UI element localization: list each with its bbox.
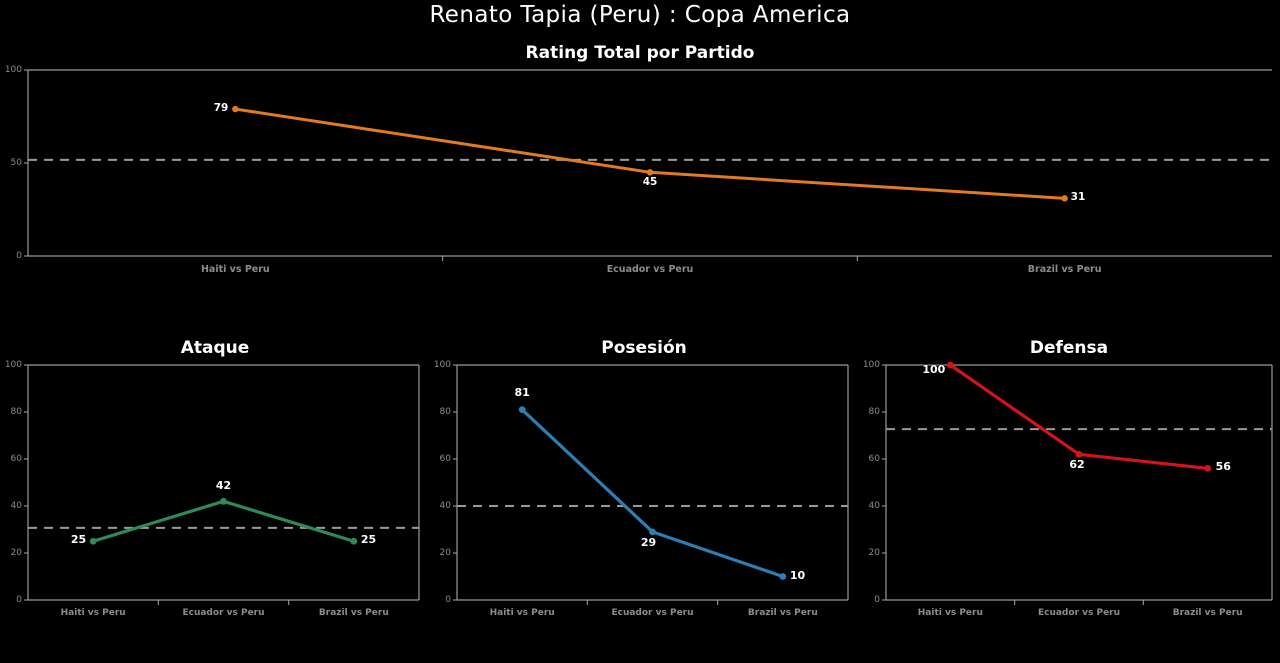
y-axis-tick-label: 80 [439, 407, 451, 417]
x-axis-tick-label: Brazil vs Peru [1172, 608, 1243, 618]
chart-rating-total: 0 50 100 Haiti vs Peru Ecuador vs Peru Brazil… [0, 60, 1280, 275]
data-point-value-label: 29 [640, 535, 657, 549]
chart-posesion-title: Posesión [601, 338, 687, 358]
y-axis-tick-label: 100 [433, 360, 451, 370]
y-axis-tick-label: 40 [439, 501, 451, 511]
data-point-marker[interactable] [89, 537, 97, 545]
data-point-marker[interactable] [518, 406, 526, 414]
x-axis-tick-label: Haiti vs Peru [489, 608, 555, 618]
chart-canvas-posesion [453, 364, 849, 605]
x-axis-tick-label: Ecuador vs Peru [1037, 608, 1121, 618]
y-axis-tick-label: 50 [10, 158, 22, 168]
y-axis-tick-label: 100 [4, 360, 22, 370]
chart-defensa: Defensa 0 20 40 60 80 100 Haiti vs Peru Ecuador… [858, 332, 1280, 622]
y-axis-tick-label: 60 [439, 454, 451, 464]
y-axis-tick-label: 20 [868, 548, 880, 558]
data-point-value-label: 42 [215, 479, 232, 493]
x-axis-tick-label: Brazil vs Peru [318, 608, 389, 618]
y-axis-tick-label: 80 [10, 407, 22, 417]
data-point-value-label: 56 [1215, 460, 1231, 474]
data-point-value-label: 62 [1069, 458, 1085, 472]
y-axis-tick-label: 100 [862, 360, 880, 370]
x-axis-tick-label: Brazil vs Peru [747, 608, 818, 618]
x-axis-tick-label: Haiti vs Peru [60, 608, 126, 618]
y-axis-tick-label: 20 [439, 548, 451, 558]
page-title: Renato Tapia (Peru) : Copa America [429, 2, 851, 28]
plot-area-rating-total [24, 69, 1272, 261]
x-axis-tick-label: Brazil vs Peru [1027, 264, 1102, 275]
series-line [91, 499, 356, 543]
plot-area-posesion [453, 364, 849, 605]
data-point-value-label: 25 [70, 533, 87, 547]
data-point-marker[interactable] [220, 497, 227, 505]
data-point-marker[interactable] [779, 573, 787, 580]
main-chart-title: Rating Total por Partido [525, 43, 755, 63]
data-point-value-label: 81 [514, 385, 530, 399]
y-axis-tick-label: 0 [874, 595, 880, 605]
y-axis-tick-label: 60 [868, 454, 880, 464]
data-point-value-label: 100 [922, 363, 946, 376]
data-point-marker[interactable] [232, 105, 239, 113]
data-point-marker[interactable] [350, 537, 358, 545]
x-axis-tick-label: Ecuador vs Peru [182, 608, 265, 618]
plot-area-ataque [24, 364, 420, 605]
chart-ataque: Ataque 0 20 40 60 80 100 Haiti vs Peru Ecuador … [0, 332, 430, 622]
y-axis-tick-label: 0 [16, 251, 22, 261]
data-point-value-label: 31 [1070, 191, 1086, 204]
chart-defensa-title: Defensa [1029, 338, 1109, 358]
chart-canvas-defensa [882, 361, 1273, 605]
data-point-marker[interactable] [1204, 465, 1212, 472]
x-axis-tick-label: Ecuador vs Peru [606, 264, 694, 275]
data-point-marker[interactable] [649, 528, 656, 536]
y-axis-tick-label: 0 [445, 595, 451, 605]
chart-canvas-main [24, 69, 1272, 261]
y-axis-tick-label: 100 [4, 65, 22, 75]
data-point-marker[interactable] [1075, 450, 1083, 458]
chart-canvas-ataque [24, 364, 420, 605]
y-axis-tick-label: 0 [16, 595, 22, 605]
y-axis-tick-label: 60 [10, 454, 22, 464]
x-axis-tick-label: Haiti vs Peru [200, 264, 270, 275]
chart-posesion: Posesión 0 20 40 60 80 100 Haiti vs Peru Ecuado… [429, 332, 859, 622]
chart-ataque-title: Ataque [180, 338, 250, 358]
y-axis-tick-label: 40 [10, 501, 22, 511]
y-axis-tick-label: 20 [10, 548, 22, 558]
y-axis-tick-label: 40 [868, 501, 880, 511]
data-point-value-label: 45 [642, 176, 658, 189]
data-point-marker[interactable] [946, 361, 954, 369]
data-point-marker[interactable] [646, 169, 654, 176]
data-point-value-label: 79 [213, 102, 229, 115]
y-axis-tick-label: 80 [868, 407, 880, 417]
data-point-value-label: 25 [360, 533, 377, 547]
plot-area-defensa [882, 361, 1273, 605]
x-axis-tick-label: Haiti vs Peru [917, 608, 983, 618]
x-axis-tick-label: Ecuador vs Peru [611, 608, 694, 618]
data-point-value-label: 10 [789, 568, 806, 582]
data-point-marker[interactable] [1061, 195, 1068, 202]
series-line [520, 408, 785, 579]
